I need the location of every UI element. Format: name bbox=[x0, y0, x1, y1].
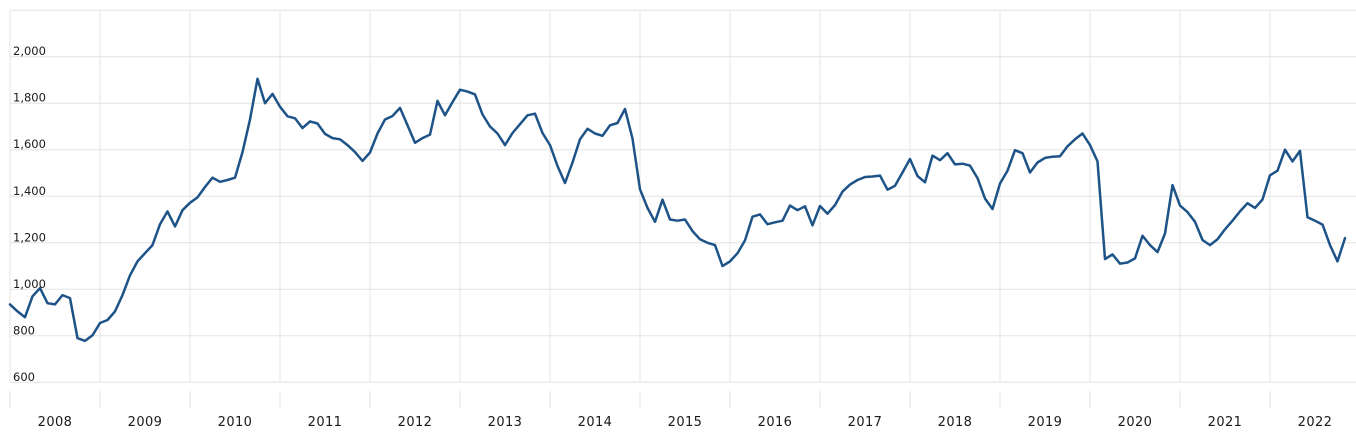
y-axis-label: 1,800 bbox=[13, 91, 46, 105]
x-axis-label: 2008 bbox=[38, 415, 73, 430]
x-axis-label: 2021 bbox=[1208, 415, 1243, 430]
x-axis-label: 2009 bbox=[128, 415, 163, 430]
x-axis-label: 2019 bbox=[1028, 415, 1063, 430]
y-axis-label: 1,400 bbox=[13, 184, 46, 198]
price-line bbox=[8, 77, 1347, 343]
x-axis-label: 2013 bbox=[488, 415, 523, 430]
x-axis-label: 2012 bbox=[398, 415, 433, 430]
x-axis-label: 2014 bbox=[578, 415, 613, 430]
x-axis-label: 2016 bbox=[758, 415, 793, 430]
x-axis-label: 2020 bbox=[1118, 415, 1153, 430]
x-axis-label: 2011 bbox=[308, 415, 343, 430]
x-axis-label: 2017 bbox=[848, 415, 883, 430]
y-axis-label: 800 bbox=[13, 323, 35, 337]
y-axis-label: 1,000 bbox=[13, 277, 46, 291]
y-axis-label: 2,000 bbox=[13, 44, 46, 58]
y-axis-label: 1,200 bbox=[13, 230, 46, 244]
x-axis-label: 2010 bbox=[218, 415, 253, 430]
y-axis-label: 1,600 bbox=[13, 137, 46, 151]
x-axis-label: 2022 bbox=[1298, 415, 1333, 430]
x-axis-label: 2015 bbox=[668, 415, 703, 430]
y-axis-label: 600 bbox=[13, 370, 35, 384]
x-axis-label: 2018 bbox=[938, 415, 973, 430]
